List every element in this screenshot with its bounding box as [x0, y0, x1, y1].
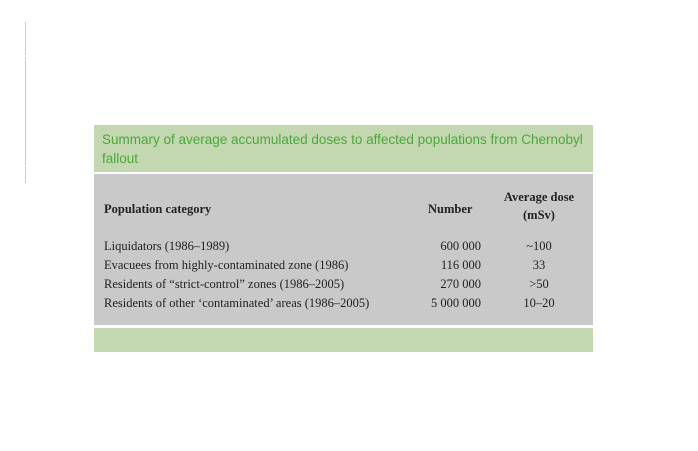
dose-table: Population category Number Average dose …	[94, 174, 593, 325]
cell-dose: 10–20	[523, 296, 555, 310]
margin-line	[25, 166, 26, 183]
cell-dose: >50	[529, 277, 549, 291]
table-row: Residents of “strict-control” zones (198…	[94, 275, 593, 293]
table-title: Summary of average accumulated doses to …	[94, 125, 593, 172]
header-dose-line1: Average dose	[503, 190, 575, 204]
table-row: Liquidators (1986–1989) 600 000 ~100	[94, 237, 593, 255]
table-row: Evacuees from highly-contaminated zone (…	[94, 256, 593, 274]
cell-category: Evacuees from highly-contaminated zone (…	[104, 258, 349, 272]
header-number: Number	[428, 202, 473, 216]
cell-number: 5 000 000	[431, 296, 481, 310]
header-category: Population category	[104, 202, 212, 216]
cell-category: Liquidators (1986–1989)	[104, 239, 230, 253]
margin-line	[25, 22, 26, 55]
header-dose: Average dose (mSv)	[494, 190, 584, 223]
cell-number: 270 000	[440, 277, 481, 291]
cell-number: 600 000	[440, 239, 481, 253]
cell-category: Residents of other ‘contaminated’ areas …	[104, 296, 370, 310]
table-row: Residents of other ‘contaminated’ areas …	[94, 294, 593, 312]
cell-number: 116 000	[440, 258, 481, 272]
table-footer	[94, 328, 593, 352]
cell-dose: 33	[532, 258, 546, 272]
margin-line	[25, 57, 26, 165]
cell-dose: ~100	[526, 239, 552, 253]
cell-category: Residents of “strict-control” zones (198…	[104, 277, 345, 291]
header-dose-line2: (mSv)	[523, 208, 555, 222]
